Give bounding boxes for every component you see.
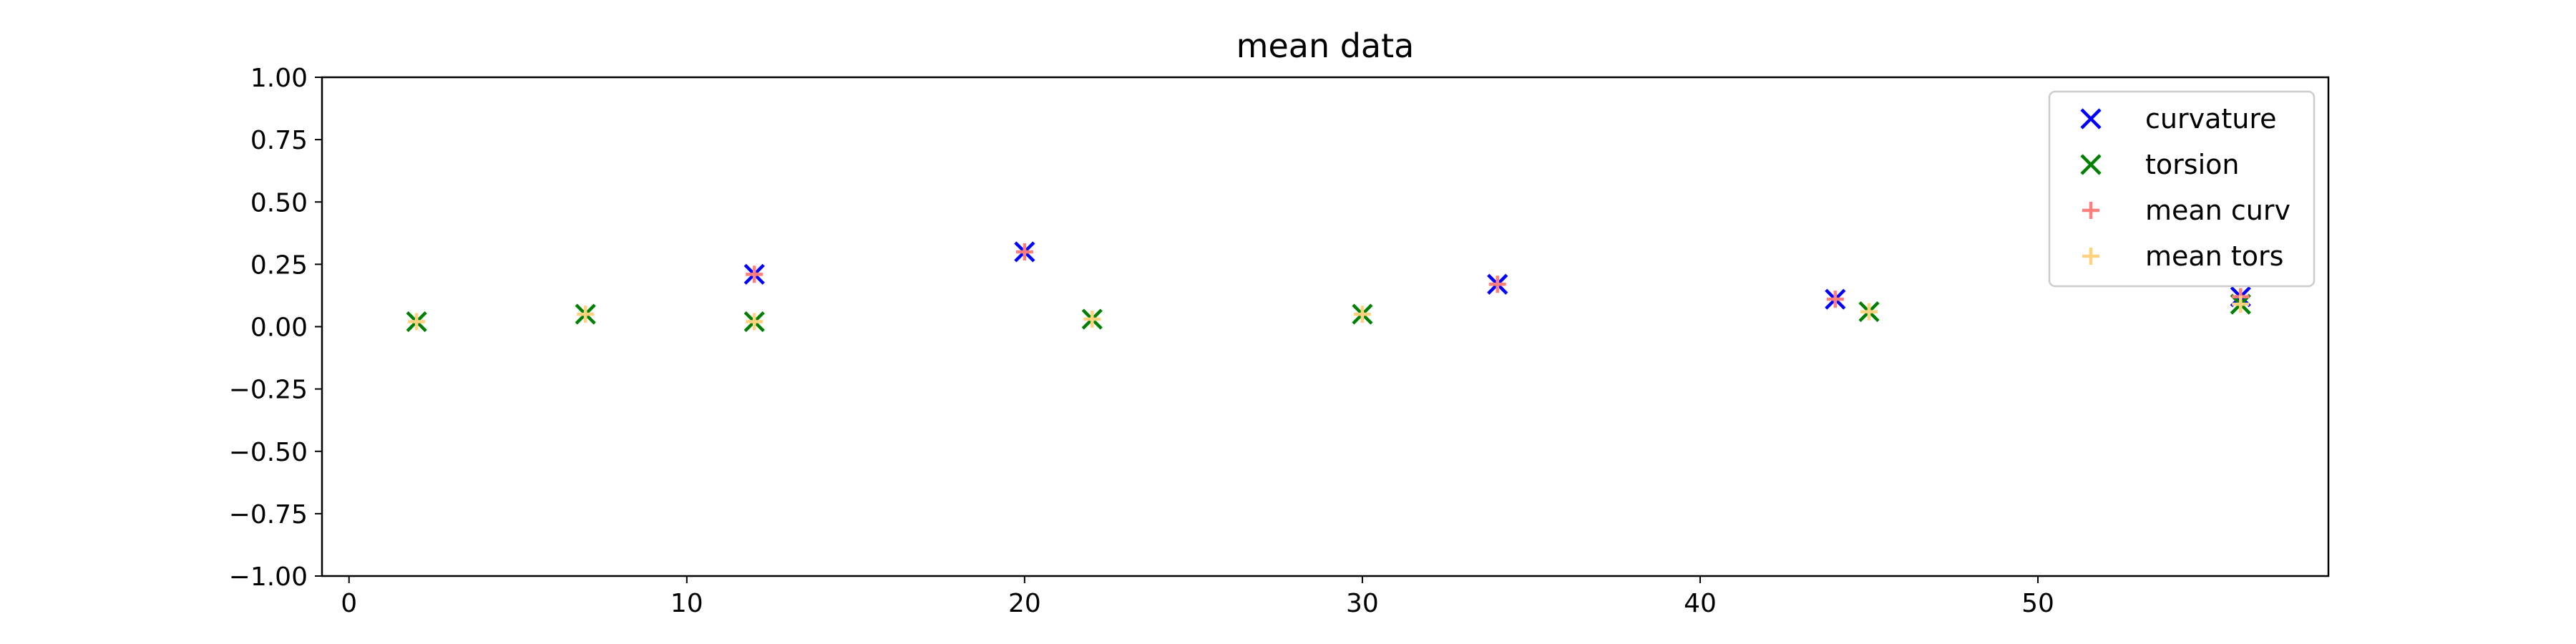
legend-label-curvature: curvature — [2145, 103, 2277, 135]
mean-tors-point — [577, 306, 595, 323]
chart-title: mean data — [1236, 26, 1415, 65]
legend-marker-curvature — [2080, 108, 2102, 130]
y-tick-label: −0.50 — [229, 438, 308, 467]
legend-label-mean-curv: mean curv — [2145, 195, 2290, 226]
legend-label-mean-tors: mean tors — [2145, 240, 2283, 272]
legend-marker-mean-curv — [2082, 202, 2099, 219]
x-tick-label: 0 — [341, 589, 357, 618]
mean-tors-point — [408, 313, 426, 331]
mean-curv-point — [746, 265, 763, 283]
legend-marker-torsion — [2080, 154, 2102, 175]
y-tick-label: 0.75 — [250, 126, 308, 155]
y-tick-label: 0.00 — [250, 313, 308, 343]
axes: 0 10 20 30 40 50 −1.00 −0.75 −0.50 −0.25 0.00 0.25 0… — [229, 64, 2054, 618]
mean-tors-point — [1353, 306, 1371, 323]
mean-curv-point — [1488, 275, 1506, 293]
legend: curvature torsion mean curv mean tors — [2048, 90, 2316, 288]
mean-curv-point — [1015, 243, 1033, 260]
legend-marker-mean-tors — [2082, 248, 2099, 265]
x-tick-label: 30 — [1346, 589, 1379, 618]
y-tick-label: −0.75 — [229, 500, 308, 530]
x-tick-label: 10 — [670, 589, 703, 618]
mean-tors-point — [746, 313, 763, 331]
mean-tors-point — [1083, 311, 1101, 328]
mean-curv-point — [1826, 291, 1844, 308]
x-tick-label: 50 — [2021, 589, 2054, 618]
y-tick-label: −0.25 — [229, 376, 308, 405]
mean-tors-point — [1860, 303, 1878, 321]
x-tick-label: 20 — [1008, 589, 1041, 618]
legend-box — [2048, 90, 2316, 288]
y-tick-label: 0.25 — [250, 250, 308, 280]
plot-area — [406, 241, 2251, 333]
y-tick-label: −1.00 — [229, 562, 308, 592]
y-tick-label: 0.50 — [250, 188, 308, 218]
x-tick-label: 40 — [1684, 589, 1717, 618]
y-tick-label: 1.00 — [250, 64, 308, 93]
mean-tors-point — [2232, 296, 2250, 313]
plot-frame — [321, 76, 2330, 577]
legend-label-torsion: torsion — [2145, 149, 2239, 180]
